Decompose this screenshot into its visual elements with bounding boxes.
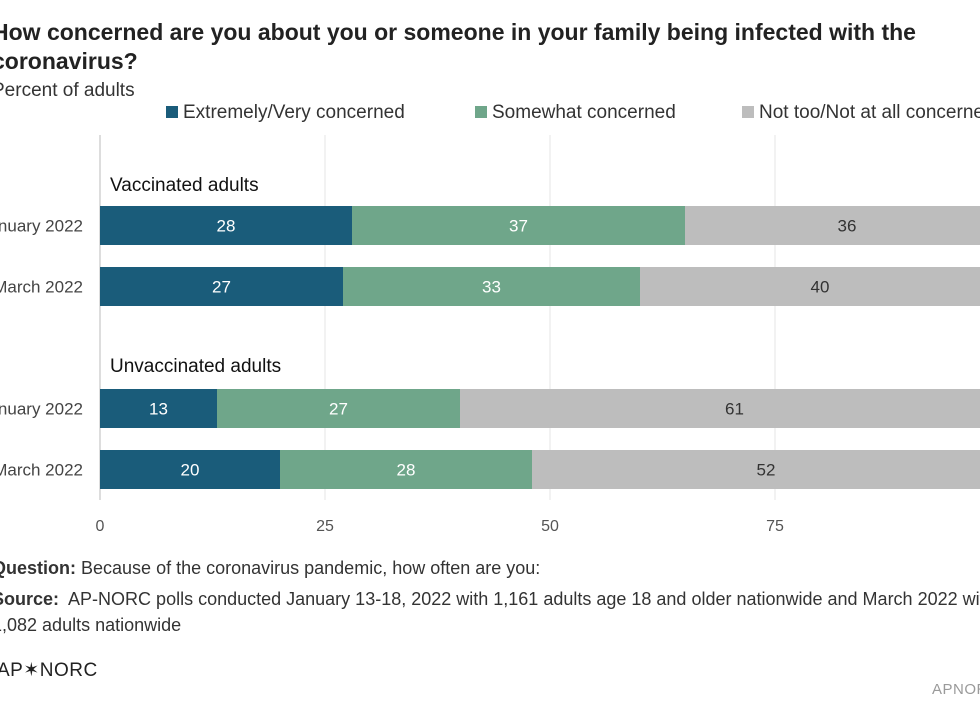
group-label: Vaccinated adults [110,175,259,196]
data-label: 40 [811,278,830,297]
category-label: January 2022 [0,400,83,419]
category-label: March 2022 [0,278,83,297]
bar-segment [460,389,980,428]
bar-segment [280,450,532,489]
x-tick-label: 0 [96,518,105,535]
ap-norc-logo: AP✶NORC [0,660,98,681]
x-tick-label: 25 [316,518,334,535]
bar-segment [640,267,980,306]
x-tick-label: 75 [766,518,784,535]
data-label: 13 [149,400,168,419]
bar-segment [100,206,352,245]
data-label: 61 [725,400,744,419]
legend-swatch [475,106,487,118]
chart-title: How concerned are you about you or someo… [0,19,916,74]
data-label: 28 [397,461,416,480]
legend-item-not-too: Not too/Not at all concerned [742,102,980,124]
source-note: Source: AP-NORC polls conducted January … [0,586,980,638]
data-label: 33 [482,278,501,297]
legend-item-extremely-very: Extremely/Very concerned [166,102,405,124]
footer-site: APNORC.org [932,681,980,698]
data-label: 52 [757,461,776,480]
bar-segment [100,450,280,489]
legend-swatch [166,106,178,118]
data-label: 28 [217,217,236,236]
data-label: 37 [509,217,528,236]
legend-swatch [742,106,754,118]
data-label: 20 [181,461,200,480]
bar-segment [100,267,343,306]
source-text: AP-NORC polls conducted January 13-18, 2… [0,589,980,635]
legend-item-somewhat: Somewhat concerned [475,102,676,124]
question-note: Question: Because of the coronavirus pan… [0,558,540,579]
data-label: 27 [329,400,348,419]
x-tick-label: 50 [541,518,559,535]
category-label: March 2022 [0,461,83,480]
data-label: 27 [212,278,231,297]
bar-segment [217,389,460,428]
question-text: Because of the coronavirus pandemic, how… [81,558,541,578]
chart-subtitle: Percent of adults [0,80,135,101]
legend-label: Not too/Not at all concerned [759,102,980,123]
bar-segment [532,450,980,489]
bar-segment [685,206,980,245]
bar-segment [352,206,685,245]
bar-segment [343,267,640,306]
data-label: 36 [838,217,857,236]
source-label: Source: [0,589,60,609]
question-label: Question: [0,558,76,578]
bar-segment [100,389,217,428]
category-label: January 2022 [0,217,83,236]
legend-label: Extremely/Very concerned [183,102,405,123]
legend-label: Somewhat concerned [492,102,676,123]
group-label: Unvaccinated adults [110,356,281,377]
